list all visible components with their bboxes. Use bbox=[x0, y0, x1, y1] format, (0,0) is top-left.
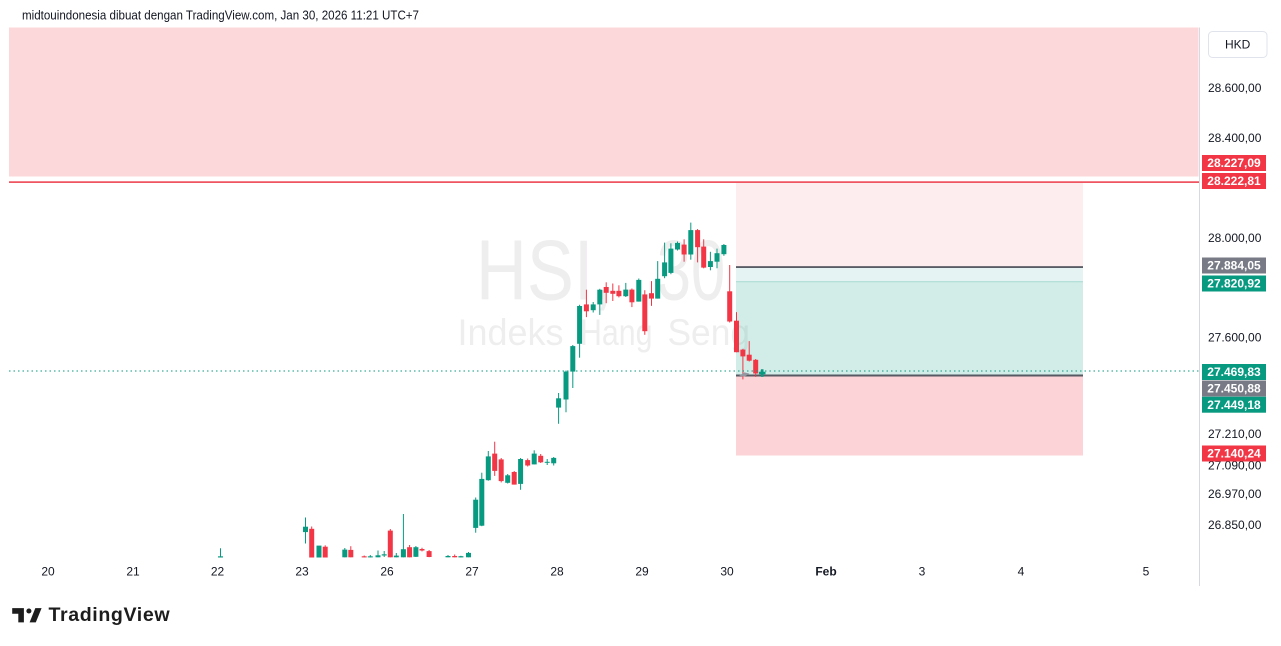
svg-text:26: 26 bbox=[380, 565, 394, 579]
svg-text:5: 5 bbox=[1143, 565, 1150, 579]
svg-text:HKD: HKD bbox=[1225, 38, 1251, 52]
svg-text:27.600,00: 27.600,00 bbox=[1208, 331, 1262, 345]
svg-text:27.449,18: 27.449,18 bbox=[1207, 398, 1261, 412]
svg-text:28.400,00: 28.400,00 bbox=[1208, 131, 1262, 145]
svg-text:27.140,24: 27.140,24 bbox=[1207, 447, 1261, 461]
svg-text:TradingView: TradingView bbox=[49, 604, 171, 626]
svg-text:27.090,00: 27.090,00 bbox=[1208, 459, 1262, 473]
svg-text:28.222,81: 28.222,81 bbox=[1207, 174, 1261, 188]
svg-text:3: 3 bbox=[919, 565, 926, 579]
svg-text:28.227,09: 28.227,09 bbox=[1207, 156, 1261, 170]
svg-text:27.820,92: 27.820,92 bbox=[1207, 277, 1261, 291]
svg-text:Feb: Feb bbox=[815, 565, 836, 579]
svg-text:28.000,00: 28.000,00 bbox=[1208, 231, 1262, 245]
svg-text:23: 23 bbox=[295, 565, 309, 579]
svg-text:27.450,88: 27.450,88 bbox=[1207, 382, 1261, 396]
svg-text:27.210,00: 27.210,00 bbox=[1208, 427, 1262, 441]
svg-text:26.970,00: 26.970,00 bbox=[1208, 487, 1262, 501]
svg-text:22: 22 bbox=[211, 565, 225, 579]
svg-text:4: 4 bbox=[1018, 565, 1025, 579]
svg-text:27.884,05: 27.884,05 bbox=[1207, 259, 1261, 273]
svg-text:28.600,00: 28.600,00 bbox=[1208, 81, 1262, 95]
svg-text:21: 21 bbox=[126, 565, 140, 579]
svg-text:28: 28 bbox=[550, 565, 564, 579]
svg-text:Hang: Hang bbox=[580, 311, 653, 353]
svg-text:20: 20 bbox=[41, 565, 55, 579]
svg-text:26.850,00: 26.850,00 bbox=[1208, 518, 1262, 532]
svg-text:HSI,: HSI, bbox=[476, 223, 613, 318]
svg-text:27.469,83: 27.469,83 bbox=[1207, 365, 1261, 379]
svg-text:27: 27 bbox=[465, 565, 479, 579]
svg-text:midtouindonesia dibuat dengan: midtouindonesia dibuat dengan TradingVie… bbox=[22, 7, 419, 22]
svg-text:29: 29 bbox=[635, 565, 649, 579]
svg-text:Indeks: Indeks bbox=[458, 311, 564, 353]
svg-text:30: 30 bbox=[720, 565, 734, 579]
